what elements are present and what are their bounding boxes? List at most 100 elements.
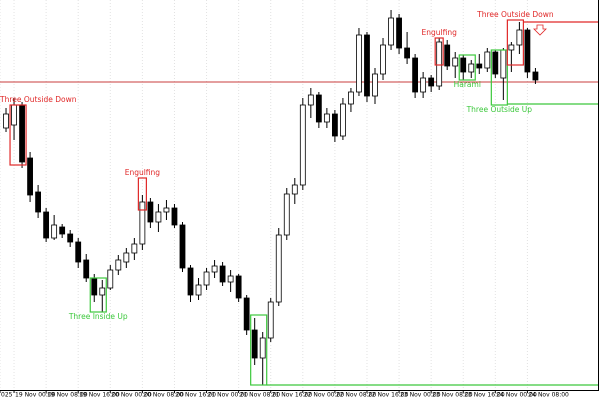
pattern-box xyxy=(490,49,508,106)
pattern-box xyxy=(250,314,268,386)
candle-body xyxy=(147,201,154,223)
x-tick-label: 19 Nov 16:00 xyxy=(79,392,120,399)
grid xyxy=(0,0,528,390)
x-tick-label: 24 Nov 00:00 xyxy=(496,392,537,399)
x-tick-label: 21 Nov 08:00 xyxy=(240,392,281,399)
x-tick-label: 24 Nov 08:00 xyxy=(528,392,569,399)
pattern-box xyxy=(89,277,107,313)
candle-body xyxy=(323,113,330,123)
x-tick-label: 22 Nov 16:00 xyxy=(368,392,409,399)
pattern-label: Engulfing xyxy=(422,28,458,37)
pattern-box xyxy=(434,37,444,66)
candle-body xyxy=(500,49,507,79)
x-tick-label: 21 Nov 16:00 xyxy=(272,392,313,399)
candle-body xyxy=(380,44,386,75)
candle-body xyxy=(219,265,226,283)
candle-body xyxy=(484,51,491,69)
candle-body xyxy=(275,234,282,303)
candle-body xyxy=(67,233,74,243)
candle-body xyxy=(307,94,314,106)
candle-body xyxy=(372,73,378,97)
x-tick-label: 20 Nov 16:00 xyxy=(175,392,216,399)
candle-body xyxy=(35,191,42,213)
candle-body xyxy=(187,267,194,296)
candle-body xyxy=(492,51,499,75)
candle-body xyxy=(291,184,298,195)
candle-body xyxy=(348,91,354,105)
candle-body xyxy=(315,94,322,123)
candle-body xyxy=(115,259,122,271)
candle-body xyxy=(516,29,523,46)
pattern-box xyxy=(458,54,476,81)
candle-body xyxy=(364,34,370,97)
candle-body xyxy=(243,297,250,331)
candle-body xyxy=(428,77,435,87)
candle-body xyxy=(139,201,146,245)
candle-body xyxy=(404,47,410,59)
candle-body xyxy=(299,104,306,186)
candle-body xyxy=(195,284,202,296)
candle-body xyxy=(91,277,98,296)
x-tick-label: 21 Nov 00:00 xyxy=(208,392,249,399)
x-tick-label: 19 Nov 08:00 xyxy=(47,392,88,399)
pattern-label: Three Outside Down xyxy=(476,10,554,19)
pattern-box xyxy=(506,19,524,66)
candle-body xyxy=(452,57,459,67)
candle-body xyxy=(59,226,66,235)
x-tick-label: 20 Nov 00:00 xyxy=(111,392,152,399)
candle-body xyxy=(171,207,178,226)
candle-body xyxy=(412,57,419,93)
candle-body xyxy=(51,224,58,239)
candle-body xyxy=(436,41,443,87)
candle-body xyxy=(123,252,130,263)
candle-body xyxy=(251,329,258,359)
candle-body xyxy=(331,113,338,137)
candle-body xyxy=(267,301,274,339)
candle-body xyxy=(283,193,290,236)
sell-arrow-icon xyxy=(533,24,547,36)
pattern-label: Three Outside Down xyxy=(0,95,77,104)
candle-body xyxy=(444,44,451,67)
candle-body xyxy=(356,34,362,93)
candle-body xyxy=(476,63,483,69)
candle-body xyxy=(179,224,186,269)
candle-body xyxy=(420,77,427,93)
pattern-label: Three Outside Up xyxy=(466,105,533,114)
candle-body xyxy=(340,103,346,137)
candles xyxy=(3,10,539,385)
x-tick-label: 19 Nov 00:00 xyxy=(15,392,56,399)
x-tick-label: 23 Nov 16:00 xyxy=(464,392,505,399)
x-tick-label: 23 Nov 08:00 xyxy=(432,392,473,399)
x-tick-label: 22 Nov 08:00 xyxy=(336,392,377,399)
candle-body xyxy=(396,17,402,49)
candle-body xyxy=(75,241,82,263)
pattern-box xyxy=(9,104,27,166)
candle-body xyxy=(43,211,50,239)
candle-body xyxy=(163,207,170,213)
candle-body xyxy=(27,157,33,196)
candle-body xyxy=(524,29,531,73)
candle-body xyxy=(532,71,539,81)
candle-body xyxy=(155,211,162,223)
pattern-box xyxy=(137,177,147,211)
candle-body xyxy=(468,63,475,73)
candle-body xyxy=(235,275,242,299)
pattern-label: Three Inside Up xyxy=(68,312,128,321)
pattern-label: Harami xyxy=(454,80,481,89)
candle-body xyxy=(227,275,234,283)
x-tick-label: 23 Nov 00:00 xyxy=(400,392,441,399)
candle-body xyxy=(508,44,515,51)
levels xyxy=(0,21,598,386)
x-tick-label: 20 Nov 08:00 xyxy=(143,392,184,399)
candle-body xyxy=(259,337,266,359)
x-tick-label: 22 Nov 00:00 xyxy=(304,392,345,399)
candle-body xyxy=(99,287,106,296)
candle-body xyxy=(388,17,394,46)
candle-body xyxy=(211,265,218,273)
candle-body xyxy=(460,57,467,73)
candle-body xyxy=(203,271,210,286)
candle-body xyxy=(107,269,114,289)
